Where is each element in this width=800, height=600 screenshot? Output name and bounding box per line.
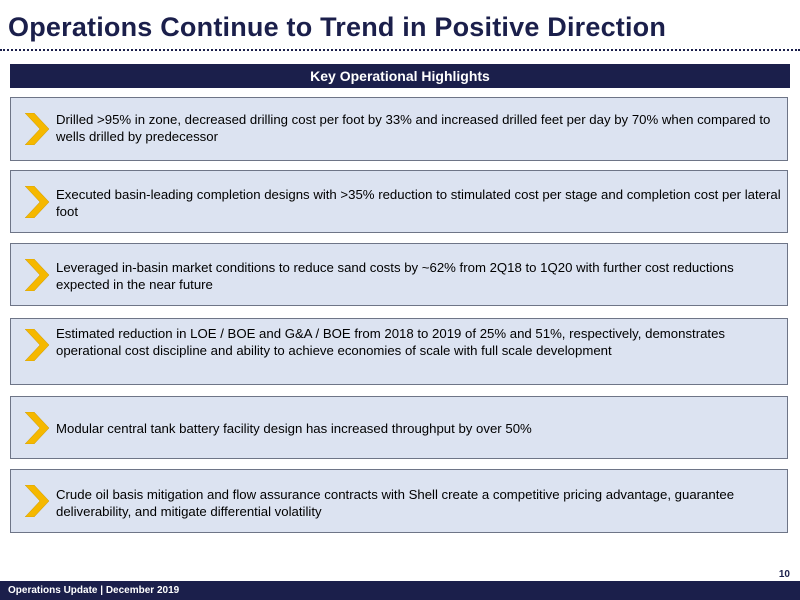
highlight-box: Executed basin-leading completion design… (10, 170, 788, 233)
highlight-text: Executed basin-leading completion design… (56, 187, 781, 219)
chevron-right-icon (25, 485, 50, 517)
chevron-right-icon (25, 329, 50, 361)
highlight-box: Crude oil basis mitigation and flow assu… (10, 469, 788, 533)
highlight-box: Leveraged in-basin market conditions to … (10, 243, 788, 306)
chevron-right-icon (25, 259, 50, 291)
highlight-box: Modular central tank battery facility de… (10, 396, 788, 459)
section-banner: Key Operational Highlights (10, 64, 790, 88)
highlight-text: Leveraged in-basin market conditions to … (56, 260, 734, 292)
highlight-text: Modular central tank battery facility de… (56, 421, 532, 436)
title-divider (0, 49, 800, 51)
footer-bar: Operations Update | December 2019 10 (0, 569, 800, 600)
highlight-text: Crude oil basis mitigation and flow assu… (56, 487, 735, 519)
chevron-right-icon (25, 186, 50, 218)
page-title: Operations Continue to Trend in Positive… (8, 12, 667, 42)
footer-text: Operations Update | December 2019 (8, 585, 180, 596)
page-number: 10 (778, 569, 790, 580)
highlight-text: Drilled >95% in zone, decreased drilling… (56, 112, 771, 144)
highlight-box: Estimated reduction in LOE / BOE and G&A… (10, 318, 788, 385)
highlight-box: Drilled >95% in zone, decreased drilling… (10, 97, 788, 161)
chevron-right-icon (25, 412, 50, 444)
highlight-text: Estimated reduction in LOE / BOE and G&A… (56, 326, 726, 358)
chevron-right-icon (25, 113, 50, 145)
